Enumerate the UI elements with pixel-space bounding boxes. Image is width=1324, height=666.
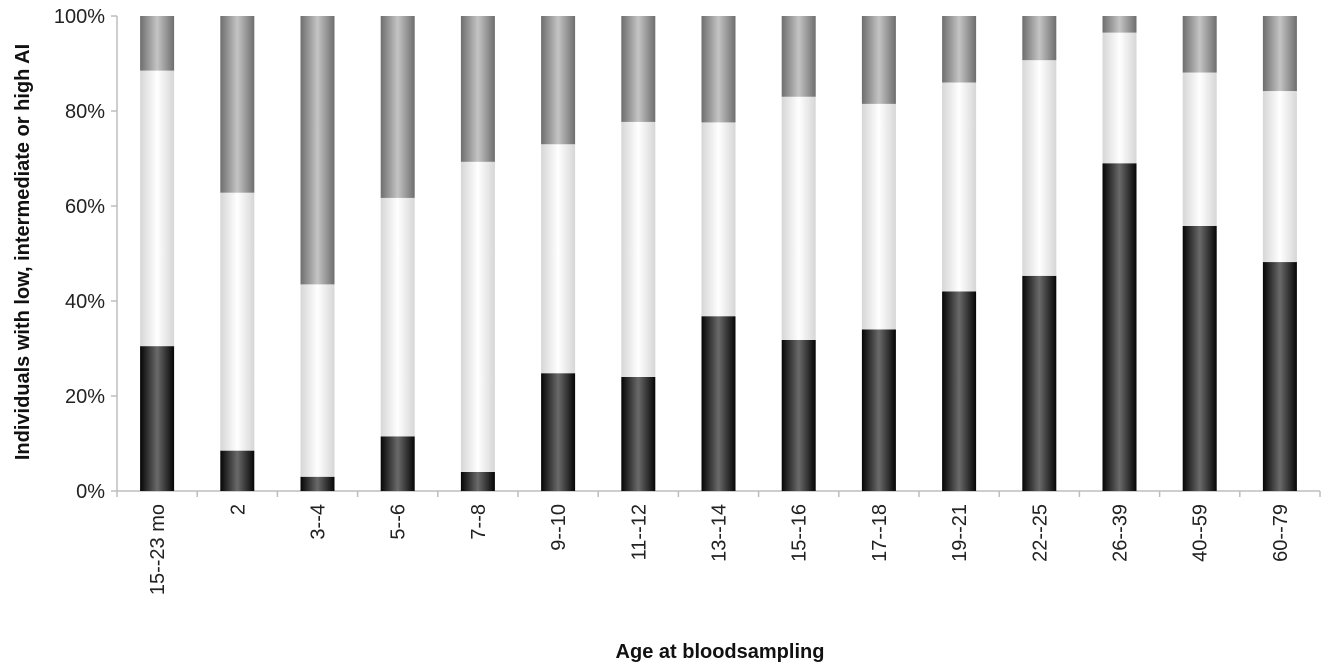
bar-segment-low (380, 436, 415, 491)
bar-segment-low (621, 377, 656, 491)
y-tick-labels: 0% 20% 40% 60% 80% 100% (54, 6, 105, 503)
x-tick-label: 5--6 (388, 504, 410, 540)
bar-segment-high (1182, 16, 1217, 73)
bar-segment-intermediate (220, 192, 255, 451)
bar-segment-intermediate (1102, 32, 1137, 164)
bar-segment-intermediate (701, 122, 736, 317)
bar-segment-intermediate (1182, 72, 1217, 226)
bar-segment-low (220, 450, 255, 491)
x-axis-title: Age at bloodsampling (616, 641, 825, 663)
x-tick-label: 3--4 (308, 504, 330, 540)
x-tick-label: 17--18 (869, 504, 891, 562)
bar-segment-intermediate (300, 284, 335, 477)
bar-segment-high (460, 16, 495, 162)
bar-segment-high (621, 16, 656, 122)
bar-segment-intermediate (861, 103, 896, 330)
x-tick-labels: 15--23 mo 2 3--4 5--6 7--8 9--10 11--12 13--14 1… (147, 504, 1292, 595)
bar-segment-high (380, 16, 415, 198)
bar-segment-low (541, 373, 576, 491)
y-tick-label: 0% (76, 481, 105, 503)
x-tick-label: 11--12 (628, 504, 650, 560)
bar-segment-low (140, 346, 175, 491)
x-tick-label: 40--59 (1190, 504, 1212, 562)
x-tick-label: 22--25 (1029, 504, 1051, 562)
bar-segment-intermediate (380, 197, 415, 437)
x-tick-label: 19--21 (949, 504, 971, 562)
bar-segment-high (701, 16, 736, 123)
y-tick-label: 100% (54, 6, 105, 28)
bar-segment-low (300, 476, 335, 491)
bar-segment-high (1102, 16, 1137, 33)
bar-segment-intermediate (621, 121, 656, 377)
bar-segment-high (942, 16, 977, 83)
bar-segment-intermediate (1022, 60, 1057, 276)
bar-segment-high (300, 16, 335, 285)
bar-segment-high (1262, 16, 1297, 92)
y-tick-label: 40% (65, 291, 105, 313)
bar-segment-high (220, 16, 255, 193)
x-tick-label: 9--10 (548, 504, 570, 551)
bar-segment-low (1182, 225, 1217, 491)
bar-segment-low (1102, 163, 1137, 491)
bar-segment-intermediate (1262, 91, 1297, 263)
bar-segment-high (781, 16, 816, 97)
bar-segment-low (701, 316, 736, 491)
bar-segment-high (1022, 16, 1057, 61)
bar-segment-low (1022, 275, 1057, 491)
bar-segment-low (942, 291, 977, 491)
bar-segment-low (460, 472, 495, 491)
bar-segment-low (1262, 262, 1297, 491)
x-tick-label: 2 (227, 504, 249, 515)
y-axis (111, 15, 118, 492)
bar-segment-intermediate (541, 144, 576, 374)
bar-segment-intermediate (140, 70, 175, 347)
x-tick-label: 7--8 (468, 504, 490, 540)
bar-segment-low (861, 329, 896, 491)
bar-segment-intermediate (942, 82, 977, 292)
x-axis (116, 490, 1321, 497)
bar-segment-low (781, 339, 816, 491)
y-tick-label: 60% (65, 196, 105, 218)
x-tick-label: 60--79 (1270, 504, 1292, 562)
x-tick-label: 15--16 (789, 504, 811, 562)
x-tick-label: 15--23 mo (147, 504, 169, 595)
y-tick-label: 80% (65, 101, 105, 123)
bar-segment-intermediate (781, 96, 816, 340)
y-tick-label: 20% (65, 386, 105, 408)
x-tick-label: 13--14 (709, 504, 731, 562)
bar-segment-high (541, 16, 576, 145)
x-tick-label: 26--39 (1110, 504, 1132, 562)
bar-segment-intermediate (460, 161, 495, 472)
bar-segment-high (140, 16, 175, 71)
y-axis-title: Individuals with low, intermediate or hi… (12, 44, 34, 460)
bar-segment-high (861, 16, 896, 104)
bars (140, 16, 1297, 491)
